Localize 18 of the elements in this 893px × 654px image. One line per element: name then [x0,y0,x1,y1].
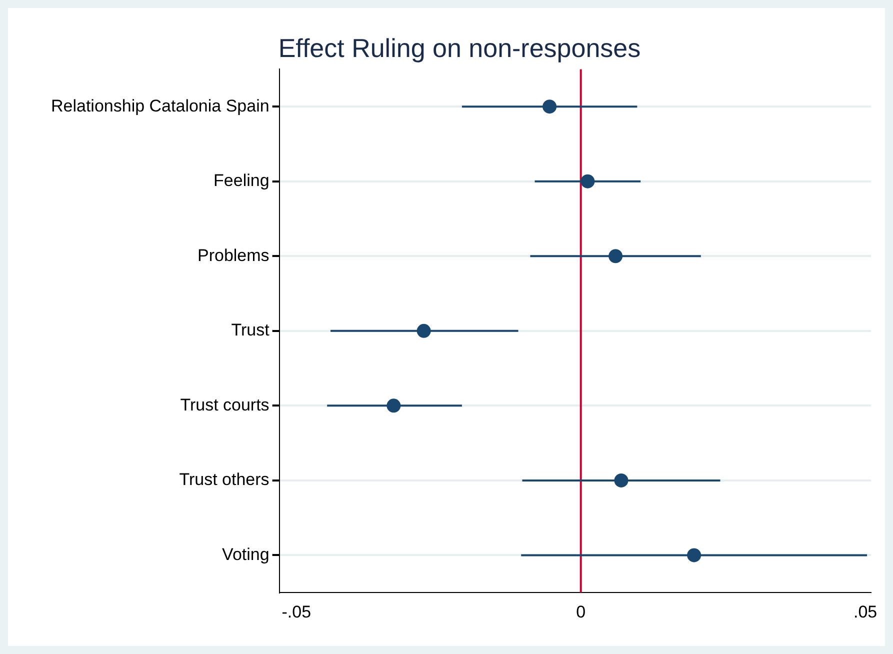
y-tick-label: Voting [222,544,270,564]
y-tick-label: Relationship Catalonia Spain [51,96,270,116]
point [542,100,557,114]
chart-title: Effect Ruling on non-responses [278,32,641,63]
point [386,398,401,413]
point [416,324,431,338]
x-tick-label: .05 [853,602,878,622]
y-tick-label: Problems [198,246,270,265]
x-tick-label: 0 [576,602,586,622]
point [614,473,628,488]
point [580,174,595,188]
y-tick-label: Feeling [214,171,270,190]
y-tick-label: Trust courts [180,395,270,414]
x-tick-label: -.05 [282,602,312,622]
point [608,249,623,264]
y-tick-label: Trust [231,320,270,340]
point [687,548,702,562]
y-tick-label: Trust others [179,470,270,490]
